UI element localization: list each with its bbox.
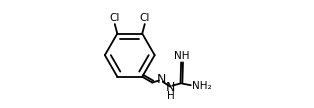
Text: NH: NH [174,51,190,61]
Text: Cl: Cl [110,13,120,23]
Text: N: N [156,73,166,87]
Text: Cl: Cl [140,13,150,23]
Text: N: N [166,81,176,94]
Text: NH₂: NH₂ [192,81,212,91]
Text: H: H [167,91,175,101]
